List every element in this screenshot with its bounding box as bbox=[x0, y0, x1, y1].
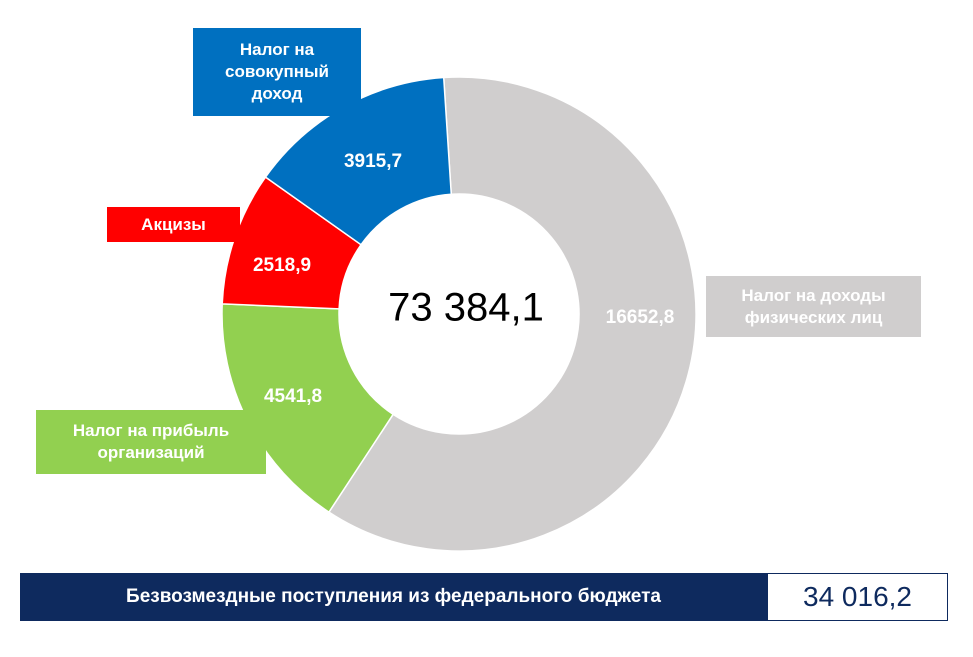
category-label: Акцизы bbox=[107, 207, 240, 242]
donut-segment bbox=[327, 76, 697, 552]
category-label: Налог на доходы физических лиц bbox=[706, 276, 921, 337]
value-label: 16652,8 bbox=[606, 307, 675, 328]
value-label: 4541,8 bbox=[264, 386, 322, 407]
center-total: 73 384,1 bbox=[388, 286, 544, 330]
footer-value: 34 016,2 bbox=[767, 573, 948, 621]
donut-segment bbox=[221, 303, 395, 514]
category-label: Налог на прибыль организаций bbox=[36, 410, 266, 474]
category-label: Налог на совокупный доход bbox=[193, 28, 361, 116]
footer-label: Безвозмездные поступления из федеральног… bbox=[20, 573, 767, 621]
value-label: 2518,9 bbox=[253, 255, 311, 276]
donut-segment bbox=[264, 76, 453, 246]
value-label: 3915,7 bbox=[344, 151, 402, 172]
